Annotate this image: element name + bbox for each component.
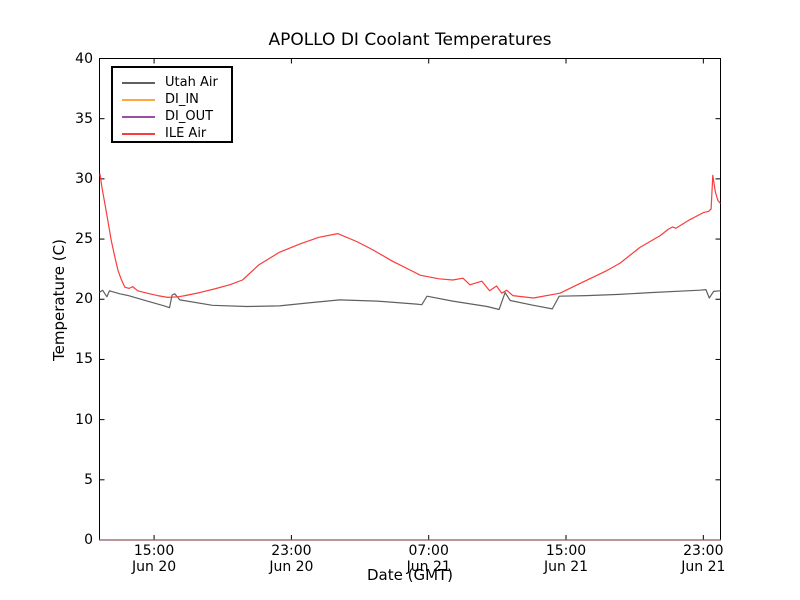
chart-title: APOLLO DI Coolant Temperatures (268, 30, 552, 50)
x-tick-label: 07:00 Jun 21 (406, 543, 451, 575)
y-tick-label: 35 (75, 110, 93, 127)
series-line-utah-air (99, 289, 721, 311)
utah-air-line-sample (122, 81, 155, 84)
series-line-ile-air (99, 173, 721, 299)
ile-air-line-sample (122, 132, 155, 135)
y-tick-label: 30 (75, 170, 93, 187)
x-tick-label: 15:00 Jun 20 (132, 543, 177, 575)
legend-label: DI_IN (165, 92, 199, 107)
y-tick-label: 0 (84, 532, 93, 548)
x-tick-label: 23:00 Jun 20 (269, 543, 314, 575)
legend-label: DI_OUT (165, 109, 214, 124)
legend-item-di-out: DI_OUT (113, 108, 231, 125)
y-tick-label: 40 (75, 50, 93, 67)
y-tick-label: 10 (75, 411, 93, 428)
x-tick-label: 23:00 Jun 21 (681, 543, 726, 575)
legend-item-utah-air: Utah Air (113, 74, 231, 91)
di-out-line-sample (122, 115, 155, 118)
legend-label: Utah Air (165, 75, 218, 90)
x-tick-label: 15:00 Jun 21 (543, 543, 589, 575)
y-tick-label: 25 (75, 231, 93, 248)
legend-item-di-in: DI_IN (113, 91, 231, 108)
x-axis-label: Date (GMT) (366, 566, 454, 584)
legend-item-ile-air: ILE Air (113, 125, 231, 142)
legend: Utah Air DI_IN DI_OUT ILE Air (111, 66, 233, 143)
legend-label: ILE Air (165, 126, 207, 141)
y-tick-label: 5 (84, 471, 93, 488)
y-tick-label: 20 (75, 291, 93, 308)
di-in-line-sample (122, 98, 155, 101)
y-tick-label: 15 (75, 351, 93, 368)
